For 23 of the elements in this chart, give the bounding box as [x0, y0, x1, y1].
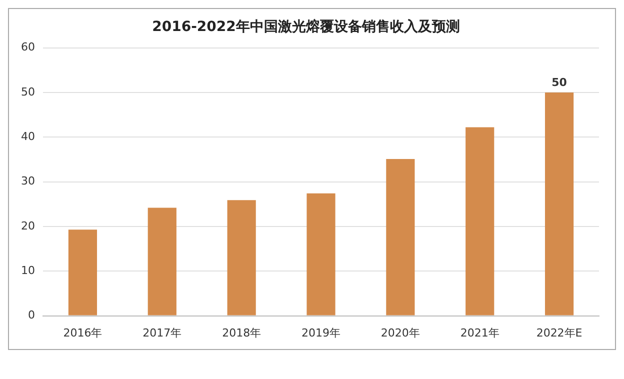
x-tick-label: 2018年 — [222, 326, 262, 340]
x-tick-label: 2016年 — [63, 326, 102, 340]
bar — [227, 200, 256, 316]
chart-title: 2016-2022年中国激光熔覆设备销售收入及预测 — [152, 18, 460, 36]
y-tick-label: 0 — [28, 308, 35, 322]
bar — [148, 208, 176, 316]
bar — [68, 230, 98, 316]
bar — [386, 159, 415, 316]
data-label: 50 — [552, 76, 568, 89]
y-tick-label: 60 — [20, 40, 35, 54]
y-tick-label: 40 — [20, 130, 35, 143]
y-tick-label: 10 — [20, 264, 35, 277]
x-tick-label: 2017年 — [142, 326, 182, 340]
x-tick-label: 2019年 — [302, 326, 340, 340]
y-tick-label: 20 — [20, 219, 35, 232]
x-tick-label: 2020年 — [380, 326, 420, 340]
bar — [466, 127, 494, 316]
x-tick-label: 2021年 — [460, 326, 500, 340]
bar — [306, 193, 336, 316]
x-tick-label: 2022年E — [536, 326, 582, 340]
bar — [544, 92, 574, 316]
y-tick-label: 50 — [20, 85, 35, 98]
y-tick-label: 30 — [20, 174, 35, 188]
